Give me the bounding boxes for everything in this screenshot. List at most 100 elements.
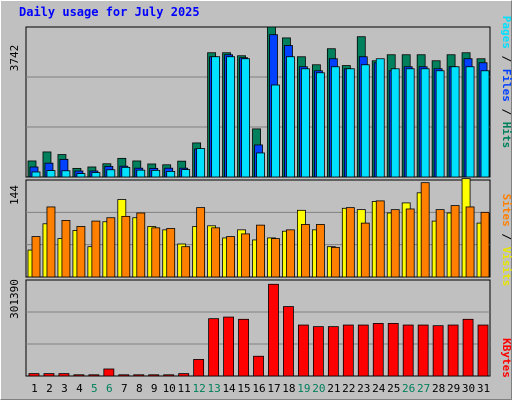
legend-sites: Sites: [500, 194, 512, 227]
bar-kbytes: [28, 373, 40, 377]
bar-pages: [375, 58, 385, 178]
day-label: 24: [372, 382, 386, 395]
panel-hits-files-pages: [25, 26, 491, 178]
panel-kbytes: [25, 279, 491, 377]
bar-pages: [315, 72, 325, 178]
bar-sites: [465, 206, 475, 278]
bar-kbytes: [178, 373, 190, 377]
bar-pages: [390, 68, 400, 178]
bar-sites: [375, 200, 385, 278]
bar-pages: [76, 173, 86, 178]
day-label: 1: [31, 382, 38, 395]
bar-kbytes: [387, 323, 399, 377]
bar-pages: [450, 66, 460, 178]
bar-sites: [61, 220, 71, 278]
bar-pages: [46, 170, 56, 178]
bar-kbytes: [133, 374, 145, 377]
bar-pages: [91, 172, 101, 178]
bar-kbytes: [103, 368, 115, 377]
bar-kbytes: [312, 326, 324, 377]
bar-sites: [256, 224, 265, 278]
day-label: 25: [387, 382, 400, 395]
bar-pages: [435, 70, 445, 178]
bar-kbytes: [208, 318, 220, 377]
legend-visits: Visits: [500, 247, 512, 287]
day-label: 29: [447, 382, 460, 395]
legend-hits: Hits: [500, 122, 512, 149]
bar-sites: [435, 209, 445, 278]
bar-sites: [405, 208, 415, 278]
bar-pages: [241, 58, 250, 178]
day-label: 31: [477, 382, 490, 395]
bar-sites: [151, 227, 161, 278]
bar-kbytes: [477, 324, 489, 377]
bar-kbytes: [43, 373, 55, 377]
day-label: 7: [121, 382, 128, 395]
bar-pages: [360, 64, 370, 178]
day-label: 14: [222, 382, 236, 395]
ymax-label-kbytes: 301390: [8, 279, 21, 319]
day-label: 30: [462, 382, 475, 395]
bar-kbytes: [238, 318, 249, 377]
bar-pages: [181, 169, 191, 178]
bar-pages: [151, 169, 161, 178]
bar-kbytes: [432, 325, 444, 377]
bar-sites: [226, 236, 235, 278]
day-label: 21: [327, 382, 340, 395]
bar-pages: [405, 68, 415, 178]
bar-pages: [420, 68, 430, 178]
bar-pages: [196, 148, 206, 178]
day-label: 3: [61, 382, 68, 395]
chart-title: Daily usage for July 2025: [19, 5, 200, 19]
panel-visits-sites: [25, 178, 491, 278]
bar-pages: [271, 84, 280, 178]
day-label: 17: [267, 382, 280, 395]
bar-pages: [480, 70, 490, 178]
bar-sites: [166, 228, 176, 278]
bar-kbytes: [402, 324, 414, 377]
bar-sites: [315, 224, 325, 278]
bar-kbytes: [253, 355, 264, 377]
ymax-label-hits: 3742: [8, 45, 21, 72]
bar-sites: [91, 220, 101, 278]
bar-sites: [196, 207, 206, 278]
bar-pages: [121, 166, 131, 178]
legend-files: Files: [500, 69, 512, 102]
day-label: 13: [207, 382, 220, 395]
bar-sites: [286, 229, 295, 278]
bar-sites: [360, 222, 370, 278]
legend-kbytes: KBytes: [500, 338, 512, 378]
bar-sites: [136, 212, 146, 278]
bar-kbytes: [283, 306, 294, 377]
day-label: 20: [312, 382, 325, 395]
day-label: 2: [46, 382, 53, 395]
bar-sites: [330, 246, 340, 278]
bar-pages: [345, 68, 355, 178]
bar-pages: [166, 170, 176, 178]
bar-pages: [61, 170, 71, 178]
bar-kbytes: [118, 374, 130, 377]
day-label: 16: [252, 382, 265, 395]
day-label: 9: [151, 382, 158, 395]
bar-pages: [136, 169, 146, 178]
day-label: 6: [106, 382, 113, 395]
bar-kbytes: [462, 318, 474, 377]
bar-kbytes: [342, 324, 354, 377]
bar-kbytes: [447, 324, 459, 377]
day-labels: 1 2 3 4 5 6 7 8 9 10 11 12 13 14 15 16 17 18 19 20 21 22 23 24 2…: [31, 382, 490, 395]
bar-kbytes: [88, 374, 100, 377]
bar-sites: [121, 215, 131, 278]
day-label: 10: [163, 382, 176, 395]
bar-sites: [420, 182, 430, 278]
day-label: 8: [136, 382, 143, 395]
bar-sites: [181, 246, 191, 278]
bar-sites: [76, 226, 86, 278]
legend-pages: Pages: [500, 16, 512, 49]
day-label: 15: [237, 382, 250, 395]
bar-pages: [465, 66, 475, 178]
bar-pages: [256, 152, 265, 178]
bar-pages: [301, 68, 310, 178]
bar-kbytes: [193, 359, 205, 377]
bar-pages: [211, 56, 221, 178]
bar-sites: [106, 217, 116, 278]
